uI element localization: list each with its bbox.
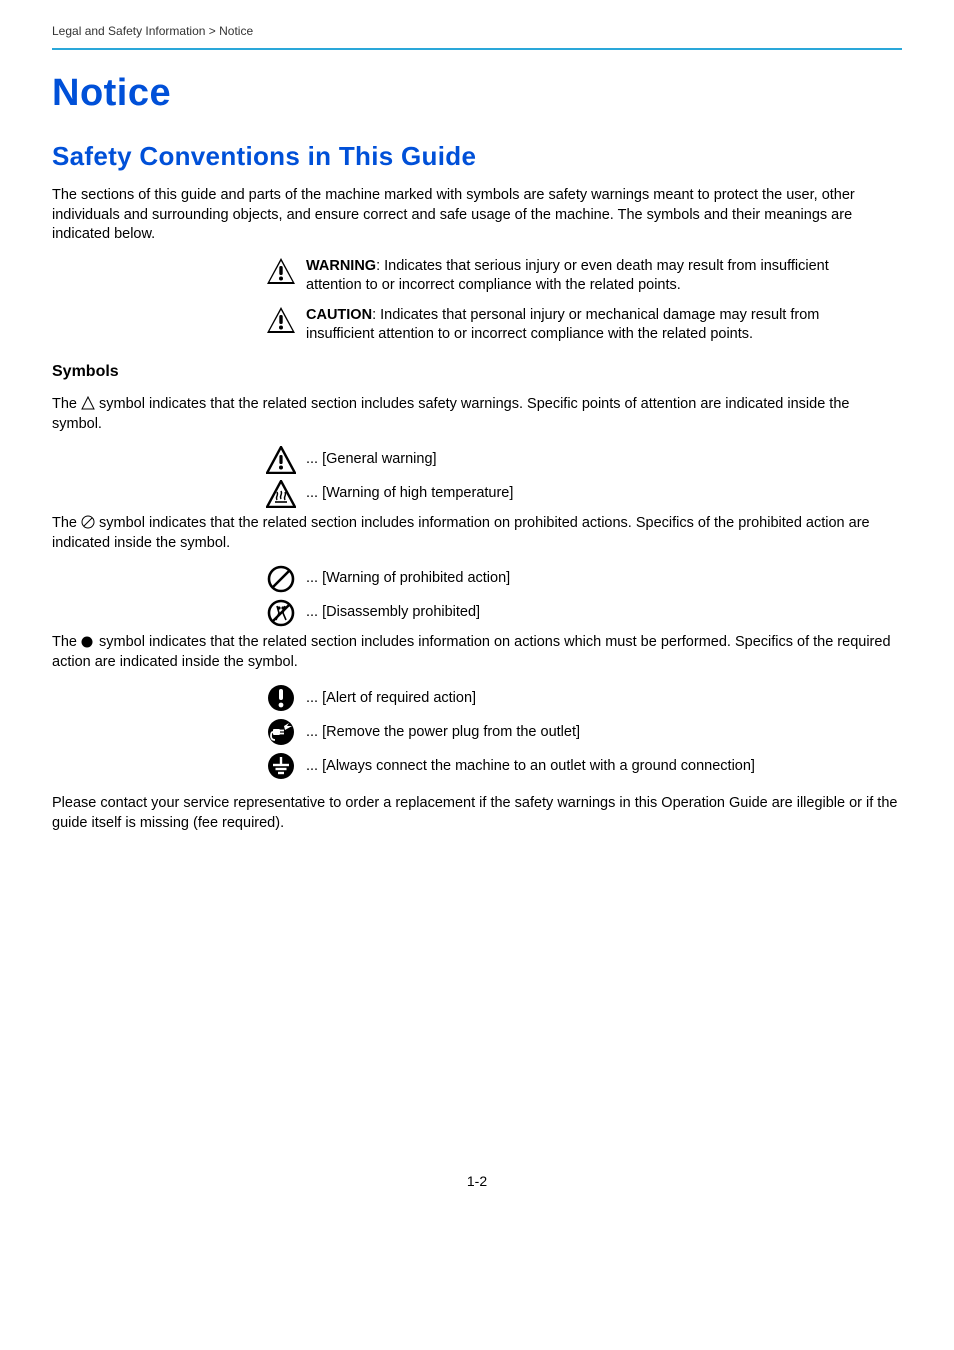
alert-required-icon [266,684,296,712]
high-temp-icon [266,480,296,508]
high-temp-label: ... [Warning of high temperature] [306,484,513,504]
breadcrumb: Legal and Safety Information > Notice [52,24,902,50]
general-warning-row: ... [General warning] [266,446,902,474]
unplug-label: ... [Remove the power plug from the outl… [306,723,580,743]
disassembly-prohibit-icon [266,599,296,627]
prohibit-paragraph: The symbol indicates that the related se… [52,514,902,553]
inline-required-icon [81,635,95,649]
general-warning-icon [266,446,296,474]
general-warning-label: ... [General warning] [306,450,437,470]
ground-label: ... [Always connect the machine to an ou… [306,757,755,777]
required-paragraph: The symbol indicates that the related se… [52,633,902,672]
triangle-paragraph: The symbol indicates that the related se… [52,395,902,434]
caution-row: CAUTION: Indicates that personal injury … [266,306,902,345]
page-title: Notice [52,72,902,115]
ground-row: ... [Always connect the machine to an ou… [266,752,902,780]
symbols-heading: Symbols [52,363,902,381]
warning-triangle-icon [266,257,296,285]
caution-triangle-icon [266,306,296,334]
alert-label: ... [Alert of required action] [306,689,476,709]
unplug-row: ... [Remove the power plug from the outl… [266,718,902,746]
disassembly-label: ... [Disassembly prohibited] [306,603,480,623]
section-heading: Safety Conventions in This Guide [52,141,902,172]
prohibit-icon [266,565,296,593]
warning-row: WARNING: Indicates that serious injury o… [266,257,902,296]
alert-row: ... [Alert of required action] [266,684,902,712]
inline-triangle-icon [81,396,95,410]
closing-paragraph: Please contact your service representati… [52,794,902,833]
unplug-icon [266,718,296,746]
inline-prohibit-icon [81,515,95,529]
warning-text: WARNING: Indicates that serious injury o… [306,257,866,296]
page-number: 1-2 [52,1173,902,1189]
prohibit-label: ... [Warning of prohibited action] [306,569,510,589]
disassembly-row: ... [Disassembly prohibited] [266,599,902,627]
prohibit-row: ... [Warning of prohibited action] [266,565,902,593]
high-temp-row: ... [Warning of high temperature] [266,480,902,508]
caution-text: CAUTION: Indicates that personal injury … [306,306,866,345]
intro-paragraph: The sections of this guide and parts of … [52,186,902,245]
ground-icon [266,752,296,780]
